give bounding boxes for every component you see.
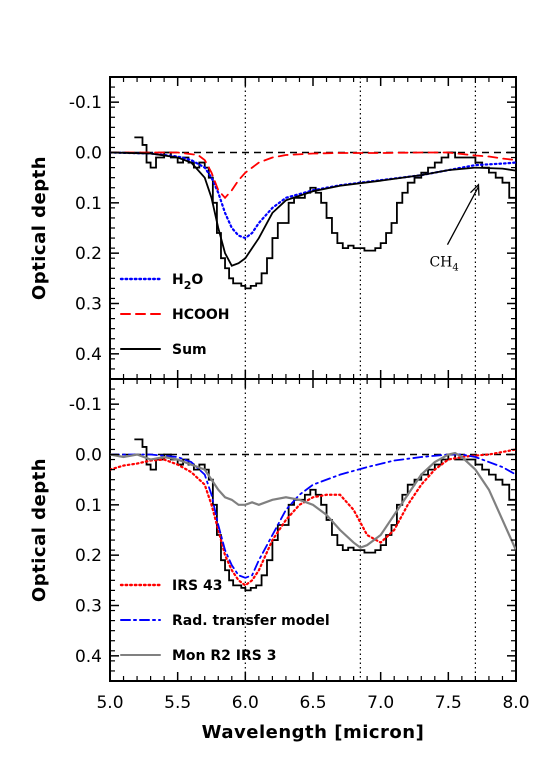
top-series-h2o — [110, 151, 516, 240]
ch4-annotation: CH4 — [429, 255, 458, 274]
bottom-ytick-label: 0.3 — [75, 597, 102, 617]
bottom-legend-label: Mon R2 IRS 3 — [172, 648, 276, 664]
top-series-hcooh — [110, 151, 516, 200]
top-legend-label: Sum — [172, 342, 207, 358]
top-legend-label: H2O — [172, 272, 203, 292]
top-panel: -0.1 0.0 0.1 0.2 0.3 0.4 H2O HCOOH Sum CH4 — [69, 77, 517, 379]
top-series-sum — [110, 151, 516, 267]
bottom-series-rad-transfer-model — [110, 453, 516, 579]
xtick-label: 6.5 — [299, 693, 326, 713]
bottom-ylabel: Optical depth — [29, 458, 50, 602]
top-ytick-label: -0.1 — [69, 93, 102, 113]
bottom-ytick-label: 0.2 — [75, 546, 102, 566]
xtick-label: 8.0 — [502, 693, 529, 713]
top-ytick-label: 0.3 — [75, 295, 102, 315]
xtick-label: 6.0 — [232, 693, 259, 713]
top-legend-label: HCOOH — [172, 307, 230, 323]
bottom-series-irs-43 — [110, 448, 516, 587]
bottom-ytick-label: 0.4 — [75, 647, 102, 667]
top-ytick-label: 0.4 — [75, 345, 102, 365]
top-ytick-label: 0.0 — [75, 144, 102, 164]
top-ylabel: Optical depth — [29, 156, 50, 300]
top-ytick-label: 0.2 — [75, 244, 102, 264]
bottom-plot-area — [110, 379, 516, 681]
bottom-panel-frame — [109, 378, 517, 682]
xtick-label: 7.5 — [435, 693, 462, 713]
bottom-ytick-label: 0.1 — [75, 496, 102, 516]
ch4-arrow — [446, 186, 480, 246]
top-ytick-label: 0.1 — [75, 194, 102, 214]
ch4-arrowhead — [470, 183, 480, 196]
xtick-label: 7.0 — [367, 693, 394, 713]
bottom-panel: -0.1 0.0 0.1 0.2 0.3 0.4 5.0 5.5 6.0 6.5 7.0 7.5 8.0… — [69, 379, 530, 713]
bottom-legend-label: Rad. transfer model — [172, 613, 330, 629]
xtick-label: 5.0 — [96, 693, 123, 713]
top-plot-area — [110, 77, 516, 379]
top-panel-frame — [109, 76, 517, 380]
bottom-ytick-label: -0.1 — [69, 395, 102, 415]
xtick-label: 5.5 — [164, 693, 191, 713]
xlabel: Wavelength [micron] — [202, 722, 425, 743]
bottom-legend-label: IRS 43 — [172, 578, 222, 594]
bottom-series-mon-r2-irs-3 — [110, 451, 516, 552]
bottom-ytick-label: 0.0 — [75, 446, 102, 466]
